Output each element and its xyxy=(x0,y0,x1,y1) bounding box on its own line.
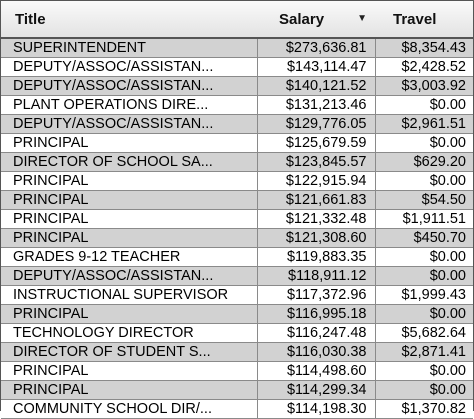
cell-title: DEPUTY/ASSOC/ASSISTAN... xyxy=(1,266,258,286)
cell-salary: $116,247.48 xyxy=(257,323,376,343)
cell-travel: $2,871.41 xyxy=(375,342,473,362)
cell-travel: $2,428.52 xyxy=(375,57,473,77)
cell-travel: $5,682.64 xyxy=(375,323,473,343)
cell-salary: $121,308.60 xyxy=(257,228,376,248)
table-header: Title Salary ▼ Travel xyxy=(1,1,473,39)
cell-salary: $140,121.52 xyxy=(257,76,376,96)
cell-salary: $114,299.34 xyxy=(257,380,376,400)
table-row[interactable]: INSTRUCTIONAL SUPERVISOR $117,372.96 $1,99… xyxy=(1,285,473,305)
column-header-salary[interactable]: Salary ▼ xyxy=(257,1,375,39)
cell-salary: $123,845.57 xyxy=(257,152,376,172)
cell-travel: $1,911.51 xyxy=(375,209,473,229)
cell-travel: $3,003.92 xyxy=(375,76,473,96)
cell-title: PRINCIPAL xyxy=(1,380,258,400)
cell-travel: $0.00 xyxy=(375,133,473,153)
cell-travel: $54.50 xyxy=(375,190,473,210)
column-header-salary-label: Salary xyxy=(279,10,325,28)
cell-travel: $8,354.43 xyxy=(375,38,473,58)
cell-salary: $121,661.83 xyxy=(257,190,376,210)
column-header-travel[interactable]: Travel xyxy=(375,1,473,39)
table-row[interactable]: PRINCIPAL $122,915.94 $0.00 xyxy=(1,171,473,191)
cell-title: INSTRUCTIONAL SUPERVISOR xyxy=(1,285,258,305)
cell-salary: $114,498.60 xyxy=(257,361,376,381)
cell-travel: $0.00 xyxy=(375,171,473,191)
table-row[interactable]: PLANT OPERATIONS DIRE... $131,213.46 $0.00 xyxy=(1,95,473,115)
cell-salary: $116,030.38 xyxy=(257,342,376,362)
cell-title: TECHNOLOGY DIRECTOR xyxy=(1,323,258,343)
cell-travel: $0.00 xyxy=(375,247,473,267)
table-body: SUPERINTENDENT $273,636.81 $8,354.43 DEPUTY… xyxy=(1,38,473,419)
table-row[interactable]: TECHNOLOGY DIRECTOR $116,247.48 $5,682.64 xyxy=(1,323,473,343)
cell-title: PRINCIPAL xyxy=(1,133,258,153)
table-row[interactable]: DIRECTOR OF STUDENT S... $116,030.38 $2,87… xyxy=(1,342,473,362)
column-header-title[interactable]: Title xyxy=(1,1,257,39)
cell-travel: $0.00 xyxy=(375,95,473,115)
cell-title: DEPUTY/ASSOC/ASSISTAN... xyxy=(1,76,258,96)
table-row[interactable]: DEPUTY/ASSOC/ASSISTAN... $143,114.47 $2,42… xyxy=(1,57,473,77)
cell-title: PRINCIPAL xyxy=(1,209,258,229)
cell-salary: $118,911.12 xyxy=(257,266,376,286)
cell-salary: $125,679.59 xyxy=(257,133,376,153)
cell-title: PLANT OPERATIONS DIRE... xyxy=(1,95,258,115)
cell-salary: $119,883.35 xyxy=(257,247,376,267)
cell-title: PRINCIPAL xyxy=(1,190,258,210)
cell-salary: $121,332.48 xyxy=(257,209,376,229)
cell-salary: $116,995.18 xyxy=(257,304,376,324)
cell-salary: $131,213.46 xyxy=(257,95,376,115)
table-row[interactable]: DEPUTY/ASSOC/ASSISTAN... $140,121.52 $3,00… xyxy=(1,76,473,96)
table-row[interactable]: PRINCIPAL $116,995.18 $0.00 xyxy=(1,304,473,324)
header-row: Title Salary ▼ Travel xyxy=(1,1,473,39)
table-row[interactable]: GRADES 9-12 TEACHER $119,883.35 $0.00 xyxy=(1,247,473,267)
table-row[interactable]: SUPERINTENDENT $273,636.81 $8,354.43 xyxy=(1,38,473,58)
cell-salary: $129,776.05 xyxy=(257,114,376,134)
cell-salary: $117,372.96 xyxy=(257,285,376,305)
cell-title: DIRECTOR OF STUDENT S... xyxy=(1,342,258,362)
cell-salary: $143,114.47 xyxy=(257,57,376,77)
cell-travel: $1,999.43 xyxy=(375,285,473,305)
cell-travel: $0.00 xyxy=(375,304,473,324)
table-row[interactable]: DEPUTY/ASSOC/ASSISTAN... $129,776.05 $2,96… xyxy=(1,114,473,134)
cell-travel: $1,370.82 xyxy=(375,399,473,419)
table-row[interactable]: PRINCIPAL $114,498.60 $0.00 xyxy=(1,361,473,381)
cell-salary: $114,198.30 xyxy=(257,399,376,419)
cell-title: DEPUTY/ASSOC/ASSISTAN... xyxy=(1,114,258,134)
cell-travel: $0.00 xyxy=(375,266,473,286)
table-row[interactable]: DEPUTY/ASSOC/ASSISTAN... $118,911.12 $0.00 xyxy=(1,266,473,286)
cell-salary: $273,636.81 xyxy=(257,38,376,58)
cell-title: COMMUNITY SCHOOL DIR/... xyxy=(1,399,258,419)
cell-travel: $0.00 xyxy=(375,380,473,400)
cell-travel: $629.20 xyxy=(375,152,473,172)
table-row[interactable]: PRINCIPAL $121,661.83 $54.50 xyxy=(1,190,473,210)
cell-title: PRINCIPAL xyxy=(1,361,258,381)
table-row[interactable]: PRINCIPAL $125,679.59 $0.00 xyxy=(1,133,473,153)
cell-title: GRADES 9-12 TEACHER xyxy=(1,247,258,267)
table-row[interactable]: PRINCIPAL $121,308.60 $450.70 xyxy=(1,228,473,248)
table-row[interactable]: COMMUNITY SCHOOL DIR/... $114,198.30 $1,37… xyxy=(1,399,473,419)
table-row[interactable]: DIRECTOR OF SCHOOL SA... $123,845.57 $629.… xyxy=(1,152,473,172)
cell-title: PRINCIPAL xyxy=(1,171,258,191)
cell-title: PRINCIPAL xyxy=(1,304,258,324)
cell-travel: $2,961.51 xyxy=(375,114,473,134)
cell-title: PRINCIPAL xyxy=(1,228,258,248)
cell-title: SUPERINTENDENT xyxy=(1,38,258,58)
cell-salary: $122,915.94 xyxy=(257,171,376,191)
cell-travel: $450.70 xyxy=(375,228,473,248)
table-row[interactable]: PRINCIPAL $121,332.48 $1,911.51 xyxy=(1,209,473,229)
cell-title: DEPUTY/ASSOC/ASSISTAN... xyxy=(1,57,258,77)
cell-title: DIRECTOR OF SCHOOL SA... xyxy=(1,152,258,172)
table-row[interactable]: PRINCIPAL $114,299.34 $0.00 xyxy=(1,380,473,400)
sort-descending-icon: ▼ xyxy=(357,12,367,24)
cell-travel: $0.00 xyxy=(375,361,473,381)
